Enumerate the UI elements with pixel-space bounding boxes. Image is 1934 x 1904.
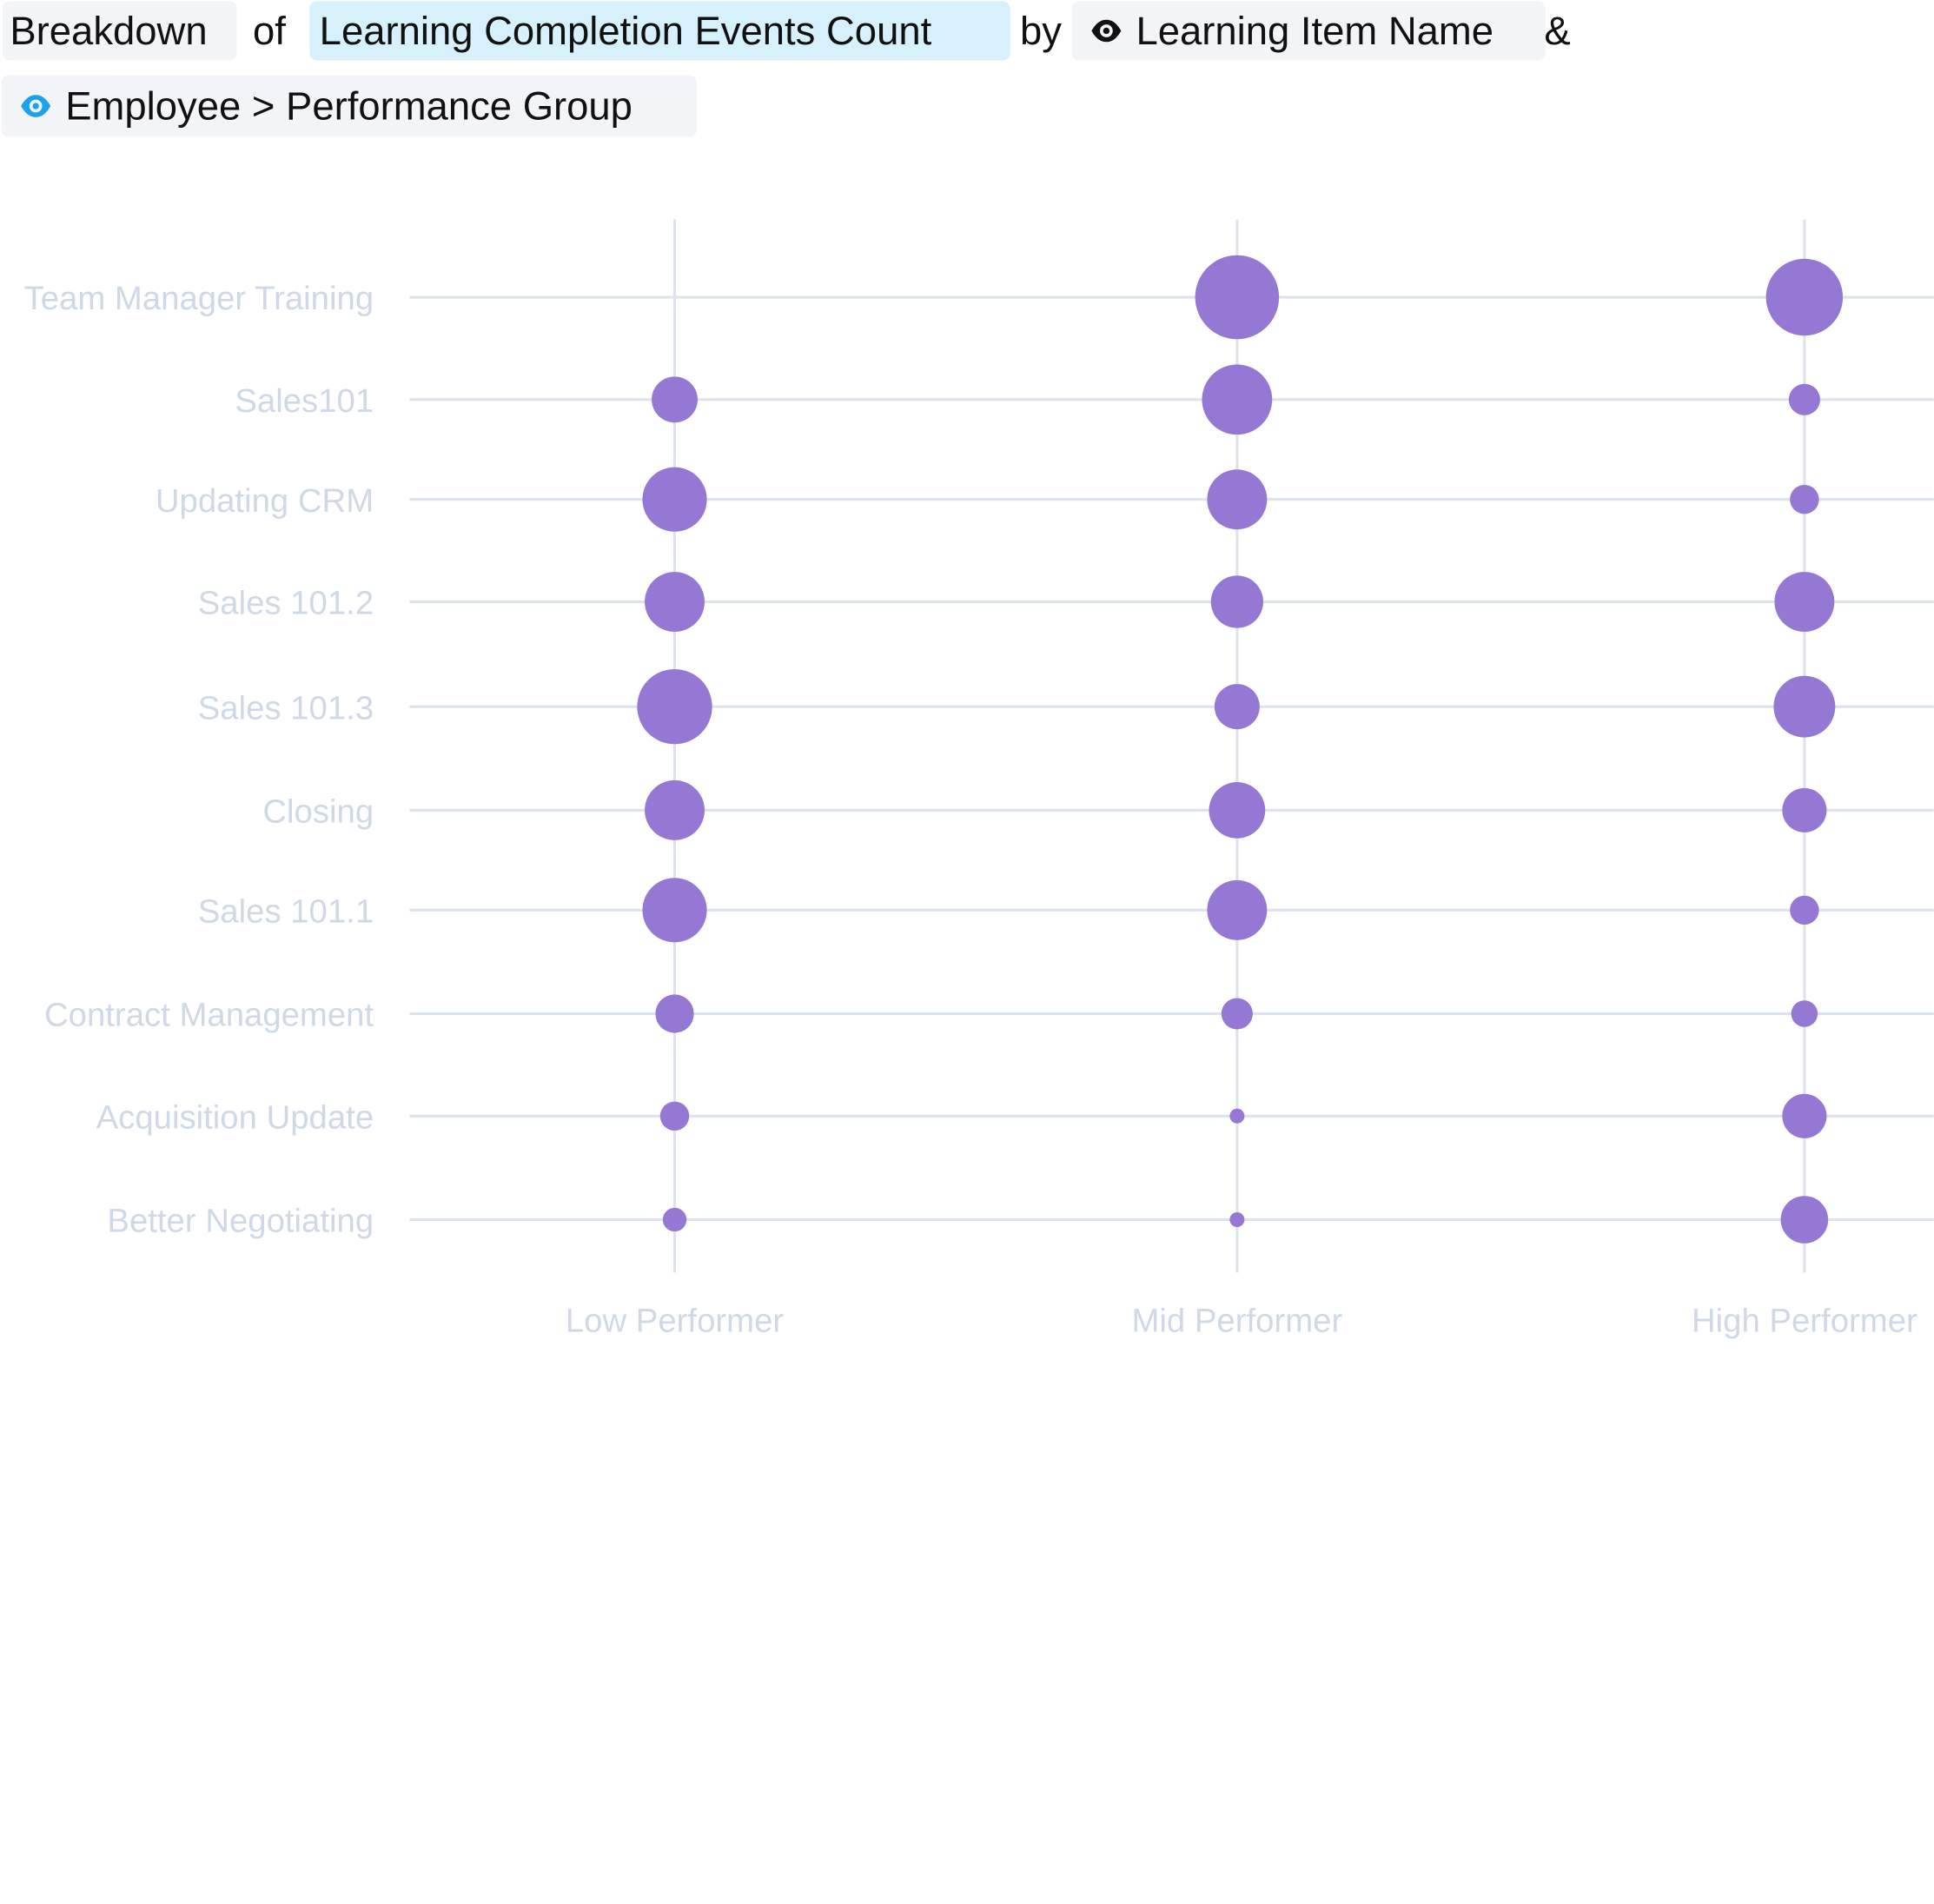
data-bubble[interactable] bbox=[1773, 675, 1836, 738]
data-bubble[interactable] bbox=[1214, 684, 1260, 730]
data-bubble[interactable] bbox=[1790, 895, 1819, 925]
y-axis-label: Sales101 bbox=[235, 382, 374, 420]
y-axis-label: Contract Management bbox=[44, 997, 374, 1034]
bubble-chart: Team Manager Training Sales101 Updating CR… bbox=[24, 219, 1934, 1340]
data-bubble[interactable] bbox=[659, 1101, 690, 1131]
data-bubble[interactable] bbox=[1780, 1196, 1829, 1244]
eye-icon bbox=[21, 95, 51, 117]
y-axis-label: Updating CRM bbox=[156, 482, 374, 520]
data-bubble[interactable] bbox=[1782, 1093, 1827, 1138]
data-bubble[interactable] bbox=[1765, 258, 1844, 336]
x-axis-label: Mid Performer bbox=[1131, 1303, 1342, 1340]
data-bubble[interactable] bbox=[1195, 255, 1280, 340]
x-axis-label: High Performer bbox=[1692, 1303, 1917, 1340]
data-bubble[interactable] bbox=[642, 467, 707, 532]
query-header: Breakdown of Learning Completion Events … bbox=[0, 0, 1934, 148]
data-bubble[interactable] bbox=[645, 572, 705, 632]
data-bubble[interactable] bbox=[1202, 364, 1273, 435]
data-bubble[interactable] bbox=[1788, 383, 1820, 415]
y-axis-label: Sales 101.3 bbox=[198, 689, 374, 726]
breakdown-label: Breakdown bbox=[10, 8, 208, 54]
data-bubble[interactable] bbox=[637, 668, 712, 745]
ampersand-label: & bbox=[1544, 8, 1571, 54]
data-bubble[interactable] bbox=[662, 1207, 687, 1232]
y-axis-label: Sales 101.1 bbox=[198, 892, 374, 930]
dimension-2-chip[interactable]: Employee > Performance Group bbox=[1, 75, 698, 137]
data-bubble[interactable] bbox=[1210, 575, 1263, 628]
data-bubble[interactable] bbox=[1790, 485, 1819, 514]
data-bubble[interactable] bbox=[1791, 1000, 1818, 1027]
eye-icon bbox=[1091, 19, 1122, 43]
dimension-1-chip[interactable]: Learning Item Name bbox=[1071, 1, 1546, 61]
data-bubble[interactable] bbox=[1221, 998, 1253, 1030]
data-bubble[interactable] bbox=[642, 878, 707, 943]
measure-chip[interactable]: Learning Completion Events Count bbox=[309, 1, 1010, 61]
data-bubble[interactable] bbox=[1782, 787, 1827, 833]
data-bubble[interactable] bbox=[1229, 1108, 1245, 1124]
data-bubble[interactable] bbox=[1774, 572, 1835, 632]
dimension-1-label: Learning Item Name bbox=[1136, 8, 1494, 54]
data-bubble[interactable] bbox=[1207, 469, 1268, 530]
y-axis-label: Team Manager Training bbox=[24, 280, 374, 317]
measure-label: Learning Completion Events Count bbox=[319, 8, 932, 54]
y-axis-label: Acquisition Update bbox=[96, 1098, 374, 1136]
of-label: of bbox=[253, 8, 286, 54]
data-bubble[interactable] bbox=[652, 376, 698, 423]
data-bubble[interactable] bbox=[1229, 1211, 1245, 1228]
y-axis-label: Sales 101.2 bbox=[198, 585, 374, 622]
breakdown-chip[interactable]: Breakdown bbox=[2, 1, 237, 61]
by-label: by bbox=[1020, 8, 1062, 54]
data-bubble[interactable] bbox=[655, 994, 694, 1033]
data-bubble[interactable] bbox=[1207, 879, 1268, 940]
y-axis-label: Better Negotiating bbox=[107, 1203, 374, 1240]
data-bubble[interactable] bbox=[645, 780, 705, 840]
x-axis-label: Low Performer bbox=[566, 1303, 785, 1340]
data-bubble[interactable] bbox=[1209, 781, 1266, 839]
y-axis-label: Closing bbox=[262, 793, 374, 831]
dimension-2-label: Employee > Performance Group bbox=[65, 83, 633, 129]
